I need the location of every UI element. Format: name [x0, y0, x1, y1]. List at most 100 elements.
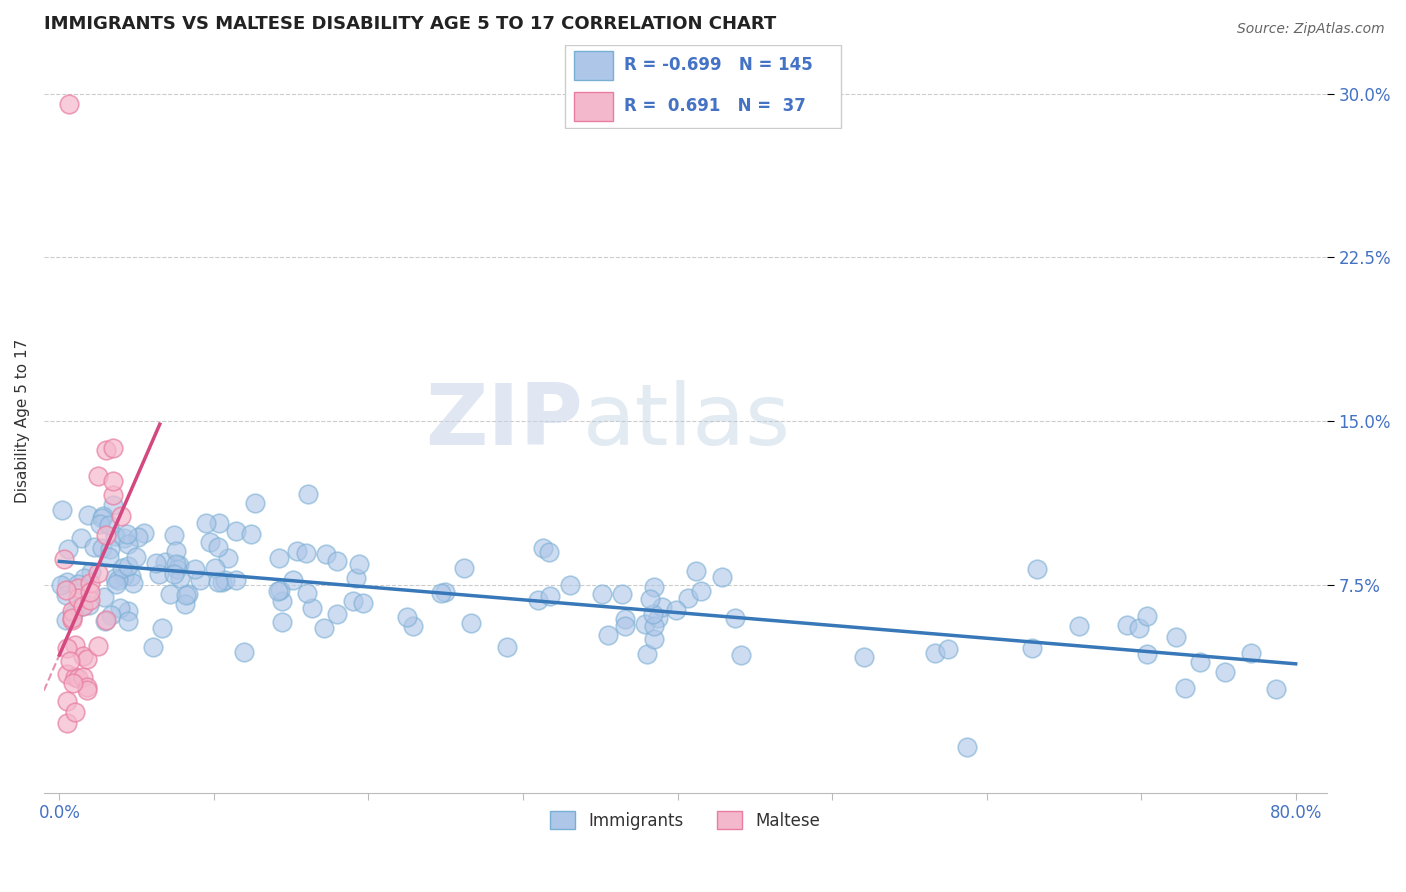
Point — [79, 598, 101, 612]
Point — [56, 667, 79, 681]
Point — [177, 587, 200, 601]
Point — [83, 540, 105, 554]
Point — [297, 486, 319, 500]
Point — [98, 549, 121, 564]
Point — [153, 555, 176, 569]
Point — [63, 638, 86, 652]
Point — [62, 607, 84, 621]
Point — [53, 551, 76, 566]
Point — [315, 547, 337, 561]
Point — [63, 670, 86, 684]
Point — [66, 581, 89, 595]
Point — [270, 615, 292, 629]
Point — [107, 573, 129, 587]
Point — [117, 558, 139, 573]
Point — [342, 594, 364, 608]
Point — [91, 541, 114, 556]
Point — [531, 541, 554, 555]
Point — [127, 530, 149, 544]
Point — [614, 619, 637, 633]
Text: atlas: atlas — [582, 380, 790, 463]
Point — [647, 611, 669, 625]
Point — [1189, 656, 1212, 670]
Point — [267, 583, 290, 598]
Point — [453, 561, 475, 575]
Point — [710, 570, 733, 584]
Point — [271, 593, 294, 607]
Point — [1174, 681, 1197, 695]
Point — [730, 648, 752, 663]
Point — [97, 517, 120, 532]
Point — [200, 535, 222, 549]
Point — [211, 574, 233, 589]
Point — [243, 496, 266, 510]
Point — [326, 607, 349, 621]
Point — [225, 573, 247, 587]
Point — [174, 588, 197, 602]
Point — [853, 649, 876, 664]
Point — [165, 544, 187, 558]
Point — [434, 584, 457, 599]
Point — [214, 573, 236, 587]
Point — [163, 567, 186, 582]
Point — [94, 442, 117, 457]
Point — [188, 573, 211, 587]
Point — [610, 587, 633, 601]
Point — [267, 551, 290, 566]
Point — [1116, 618, 1139, 632]
Point — [634, 617, 657, 632]
Point — [460, 615, 482, 630]
Point — [108, 600, 131, 615]
Y-axis label: Disability Age 5 to 17: Disability Age 5 to 17 — [15, 339, 30, 503]
Point — [69, 531, 91, 545]
Point — [59, 655, 82, 669]
Point — [111, 561, 134, 575]
Point — [66, 671, 89, 685]
Point — [56, 715, 79, 730]
Text: ZIP: ZIP — [425, 380, 582, 463]
Point — [643, 580, 665, 594]
Point — [1136, 647, 1159, 661]
Point — [60, 604, 83, 618]
Point — [651, 600, 673, 615]
Point — [76, 683, 98, 698]
Point — [643, 619, 665, 633]
Point — [80, 566, 103, 580]
Point — [1240, 646, 1263, 660]
Point — [148, 567, 170, 582]
Point — [77, 508, 100, 523]
Point — [55, 614, 77, 628]
Point — [66, 577, 89, 591]
Point — [49, 578, 72, 592]
Point — [1265, 682, 1288, 697]
Point — [638, 592, 661, 607]
Point — [166, 562, 188, 576]
Text: R = -0.699   N = 145: R = -0.699 N = 145 — [624, 56, 813, 74]
Point — [353, 596, 375, 610]
Point — [55, 582, 77, 597]
Point — [395, 610, 418, 624]
Point — [105, 576, 128, 591]
Point — [936, 641, 959, 656]
Point — [79, 592, 101, 607]
Point — [690, 584, 713, 599]
Point — [66, 591, 89, 606]
Point — [142, 640, 165, 655]
Point — [72, 571, 94, 585]
Point — [112, 569, 135, 583]
Point — [101, 498, 124, 512]
Bar — [574, 92, 613, 120]
Point — [58, 541, 80, 556]
Point — [301, 601, 323, 615]
Point — [117, 614, 139, 628]
Point — [112, 531, 135, 545]
Point — [56, 694, 79, 708]
Point — [402, 618, 425, 632]
Point — [173, 597, 195, 611]
Point — [283, 574, 305, 588]
Point — [596, 628, 619, 642]
Point — [295, 586, 318, 600]
Point — [1021, 641, 1043, 656]
Point — [347, 558, 370, 572]
Point — [208, 516, 231, 530]
